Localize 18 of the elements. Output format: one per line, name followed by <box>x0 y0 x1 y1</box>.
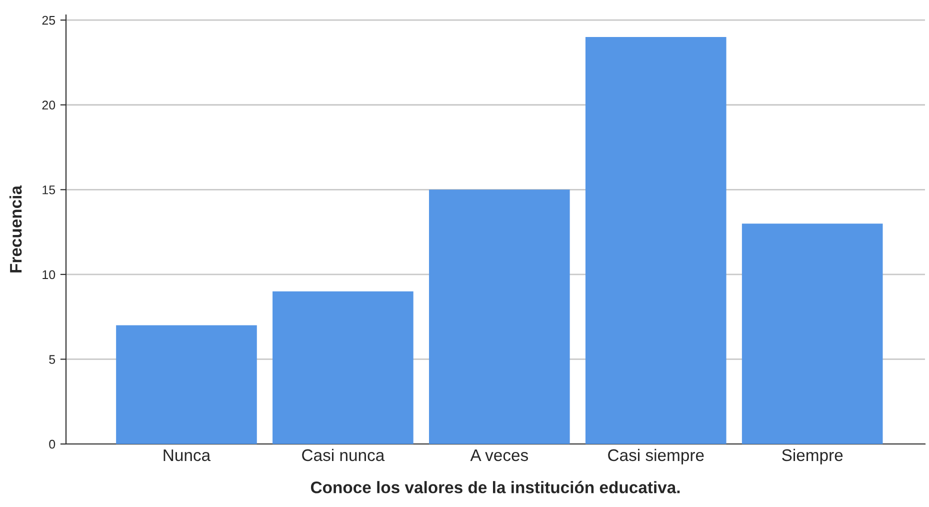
bar <box>429 190 570 444</box>
bar <box>585 37 726 444</box>
y-tick-label: 0 <box>49 440 56 449</box>
bar <box>742 224 883 444</box>
bar <box>116 325 257 444</box>
bar <box>272 291 414 444</box>
y-tick-label: 10 <box>42 270 56 280</box>
y-axis-title: Frecuencia <box>9 185 22 272</box>
y-tick-label: 25 <box>42 16 56 25</box>
x-tick-label: Siempre <box>782 448 843 464</box>
x-axis-title: Conoce los valores de la institución educativa. <box>310 480 680 494</box>
y-tick-label: 15 <box>42 186 56 194</box>
y-tick-label: 20 <box>42 100 56 110</box>
x-tick-label: Casi nunca <box>302 448 385 462</box>
y-tick-label: 5 <box>49 355 56 364</box>
x-tick-label: Nunca <box>164 449 211 462</box>
x-tick-label: Casi siempre <box>608 448 704 464</box>
x-tick-label: A veces <box>470 449 528 462</box>
